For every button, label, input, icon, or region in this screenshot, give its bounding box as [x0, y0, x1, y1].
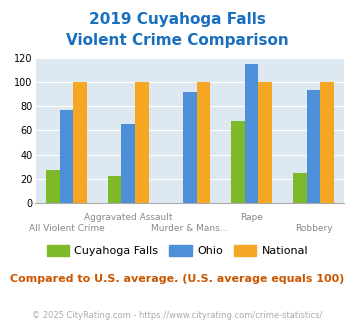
Text: All Violent Crime: All Violent Crime: [28, 224, 104, 233]
Bar: [135, 82, 148, 203]
Bar: [307, 90, 320, 203]
Text: Murder & Mans...: Murder & Mans...: [151, 224, 229, 233]
Bar: [121, 124, 135, 203]
Bar: [245, 64, 258, 203]
Bar: [73, 82, 87, 203]
Text: © 2025 CityRating.com - https://www.cityrating.com/crime-statistics/: © 2025 CityRating.com - https://www.city…: [32, 311, 323, 320]
Bar: [231, 121, 245, 203]
Text: 2019 Cuyahoga Falls: 2019 Cuyahoga Falls: [89, 12, 266, 26]
Bar: [293, 173, 307, 203]
Bar: [46, 170, 60, 203]
Text: Aggravated Assault: Aggravated Assault: [84, 213, 173, 222]
Bar: [60, 110, 73, 203]
Bar: [183, 92, 197, 203]
Text: Robbery: Robbery: [295, 224, 332, 233]
Bar: [320, 82, 334, 203]
Bar: [197, 82, 210, 203]
Legend: Cuyahoga Falls, Ohio, National: Cuyahoga Falls, Ohio, National: [42, 241, 313, 261]
Text: Compared to U.S. average. (U.S. average equals 100): Compared to U.S. average. (U.S. average …: [10, 274, 345, 284]
Text: Violent Crime Comparison: Violent Crime Comparison: [66, 33, 289, 48]
Bar: [258, 82, 272, 203]
Text: Rape: Rape: [240, 213, 263, 222]
Bar: [108, 176, 121, 203]
